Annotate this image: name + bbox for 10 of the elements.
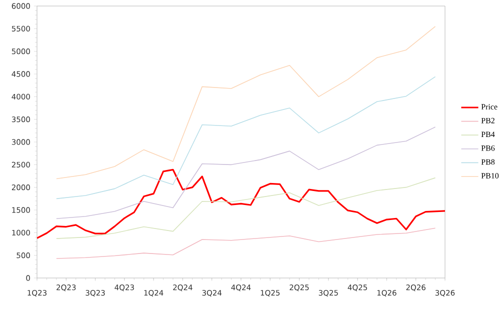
- line-series: [56, 76, 436, 200]
- legend-label: Price: [481, 104, 498, 110]
- line-series: [56, 26, 436, 180]
- legend-label: PB6: [481, 145, 495, 151]
- legend-label: PB10: [481, 173, 499, 178]
- line-series: [56, 177, 436, 239]
- line-series: [56, 126, 436, 220]
- legend-label: PB4: [481, 132, 495, 137]
- legend-label: PB8: [481, 159, 495, 165]
- legend-label: PB2: [481, 118, 494, 124]
